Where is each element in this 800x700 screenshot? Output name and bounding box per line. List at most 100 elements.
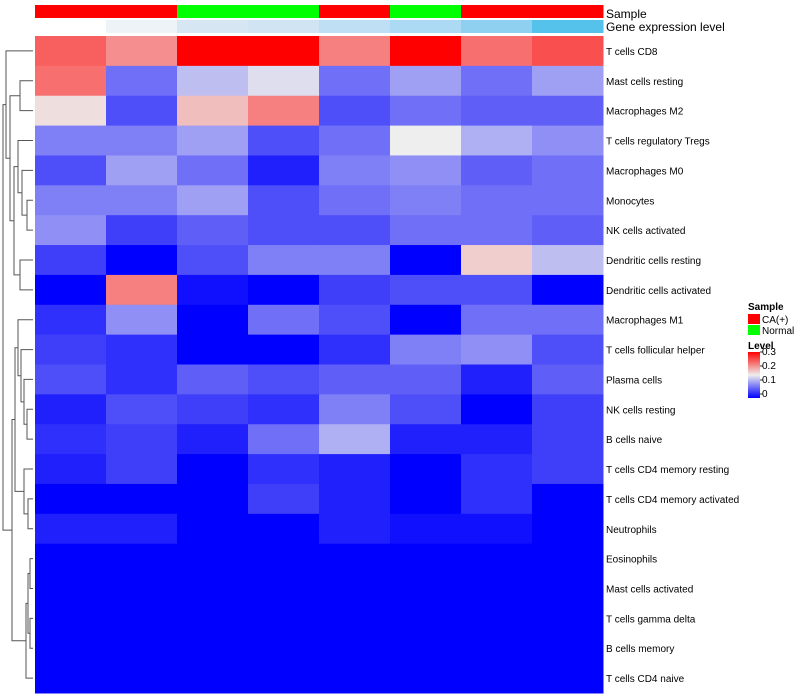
heatmap-cell xyxy=(177,155,249,186)
heatmap-cell xyxy=(461,155,533,186)
heatmap-cell xyxy=(319,364,391,395)
heatmap-cell xyxy=(106,65,178,97)
heatmap-cell xyxy=(106,633,178,664)
row-label: Neutrophils xyxy=(606,525,657,536)
heatmap-cell xyxy=(319,65,391,97)
heatmap-cell xyxy=(106,573,178,604)
heatmap-cell xyxy=(390,394,462,425)
heatmap-cell xyxy=(177,573,249,604)
dendrogram-branch xyxy=(19,259,33,291)
row-label: T cells CD4 memory resting xyxy=(606,465,729,476)
heatmap-cell xyxy=(248,424,320,455)
heatmap-cell xyxy=(177,334,249,365)
heatmap-cell xyxy=(390,125,462,156)
heatmap-cell xyxy=(319,95,391,127)
expression-annotation-cell xyxy=(532,20,604,33)
heatmap-cell xyxy=(35,543,107,575)
heatmap-cell xyxy=(177,633,249,664)
annotation-label-expression: Gene expression level xyxy=(606,20,725,34)
row-label: T cells regulatory Tregs xyxy=(606,137,710,148)
heatmap-cell xyxy=(248,483,320,515)
heatmap-cell xyxy=(35,394,107,425)
row-label: Dendritic cells resting xyxy=(606,256,701,267)
heatmap-cell xyxy=(532,513,604,545)
heatmap-cell xyxy=(177,424,249,455)
heatmap-cell xyxy=(390,185,462,216)
legend-swatch-ca xyxy=(748,314,760,324)
heatmap-cell xyxy=(248,543,320,575)
heatmap-cell xyxy=(532,603,604,634)
heatmap-cell xyxy=(35,245,107,276)
heatmap-cell xyxy=(390,334,462,365)
sample-annotation-cell xyxy=(390,5,462,18)
row-label: Monocytes xyxy=(606,196,654,207)
row-label: Macrophages M1 xyxy=(606,316,684,327)
heatmap-cell xyxy=(461,454,533,485)
legend-level-ticks: 0.3 0.2 0.1 0 xyxy=(760,347,776,400)
heatmap-cell xyxy=(35,36,107,67)
dendrogram-branch xyxy=(23,378,33,425)
heatmap-cell xyxy=(248,334,320,365)
heatmap-cell xyxy=(106,36,178,67)
heatmap-cell xyxy=(390,483,462,515)
heatmap-cell xyxy=(177,394,249,425)
heatmap-cell xyxy=(532,454,604,485)
heatmap-cell xyxy=(319,573,391,604)
heatmap-cell xyxy=(177,663,249,694)
heatmap-cell xyxy=(390,364,462,395)
row-label: Mast cells activated xyxy=(606,584,693,595)
expression-annotation-cell xyxy=(319,20,391,33)
heatmap-cell xyxy=(319,215,391,246)
heatmap-cell xyxy=(461,185,533,216)
legend-tick-label: 0.3 xyxy=(762,347,776,358)
dendrogram-branch xyxy=(29,558,33,589)
row-label: NK cells resting xyxy=(606,405,675,416)
heatmap-cell xyxy=(35,274,107,306)
heatmap-cell xyxy=(248,155,320,186)
heatmap-cell xyxy=(390,603,462,634)
row-label: B cells naive xyxy=(606,435,663,446)
sample-annotation-cell xyxy=(106,5,178,18)
heatmap-cell xyxy=(106,304,178,336)
heatmap-cell xyxy=(106,454,178,485)
heatmap-cell xyxy=(319,513,391,545)
heatmap-cell xyxy=(35,633,107,664)
row-label: Eosinophils xyxy=(606,555,657,566)
heatmap-cell xyxy=(177,543,249,575)
heatmap-cell xyxy=(35,95,107,127)
sample-annotation-cell xyxy=(248,5,320,18)
heatmap-cell xyxy=(177,215,249,246)
heatmap-cell xyxy=(106,364,178,395)
heatmap-cell xyxy=(177,125,249,156)
heatmap-cell xyxy=(106,543,178,575)
expression-annotation-cell xyxy=(390,20,462,33)
legend-label-normal: Normal xyxy=(762,326,794,337)
sample-annotation-cell xyxy=(177,5,249,18)
legend-sample-title: Sample xyxy=(748,302,784,313)
row-label: T cells follicular helper xyxy=(606,346,705,357)
legend-swatch-normal xyxy=(748,325,760,335)
heatmap-cell xyxy=(248,513,320,545)
heatmap-cell xyxy=(106,215,178,246)
heatmap-cell xyxy=(390,663,462,694)
heatmap-cell xyxy=(106,513,178,545)
heatmap-cell xyxy=(532,185,604,216)
heatmap-cell xyxy=(390,543,462,575)
sample-annotation-cell xyxy=(319,5,391,18)
dendrogram-branch xyxy=(17,319,33,377)
heatmap-cell xyxy=(390,36,462,67)
heatmap-cell xyxy=(461,663,533,694)
heatmap-cell xyxy=(532,65,604,97)
annotation-label-sample: Sample xyxy=(606,7,647,21)
heatmap-cell xyxy=(319,245,391,276)
heatmap-cell xyxy=(35,663,107,694)
row-label: T cells CD4 naive xyxy=(606,674,685,685)
heatmap-cell xyxy=(532,543,604,575)
heatmap-cell xyxy=(177,95,249,127)
dendrogram-branch xyxy=(26,408,33,440)
heatmap-cell xyxy=(319,603,391,634)
legend-level-title: Level xyxy=(748,341,774,352)
heatmap-cell xyxy=(532,394,604,425)
row-dendrogram xyxy=(2,50,33,679)
heatmap-cell xyxy=(461,513,533,545)
